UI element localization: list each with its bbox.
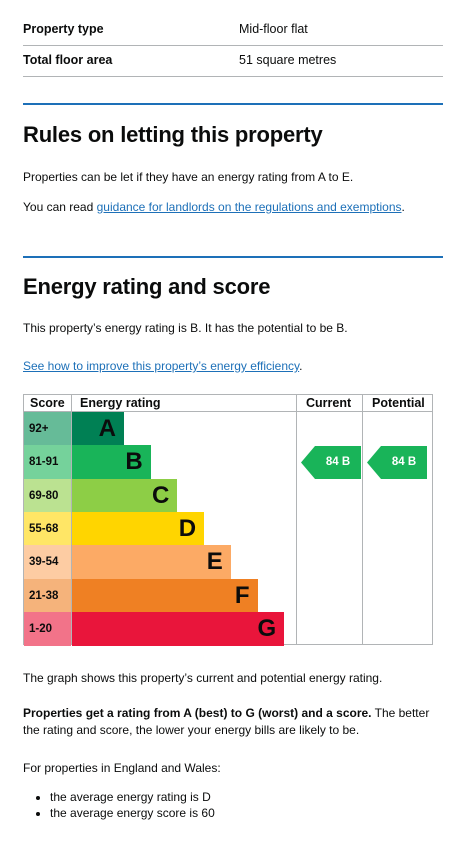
score-header: Score	[30, 396, 65, 410]
letting-heading: Rules on letting this property	[23, 122, 323, 147]
band-bar-a: A	[72, 412, 124, 446]
potential-rating-arrow: 84 B	[367, 445, 427, 479]
column-divider	[362, 395, 363, 644]
band-bar-b: B	[72, 445, 151, 480]
band-bar-c: C	[72, 478, 178, 513]
list-item: the average energy score is 60	[50, 805, 215, 821]
energy-rating-text: This property’s energy rating is B. It h…	[23, 321, 348, 335]
rating-scale-rest: The better the rating and score, the low…	[23, 706, 430, 737]
guidance-paragraph: You can read guidance for landlords on t…	[23, 198, 443, 216]
band-bar-g: G	[72, 611, 285, 646]
summary-label: Total floor area	[23, 53, 113, 67]
column-divider	[71, 395, 72, 644]
band-letter: G	[257, 614, 277, 642]
potential-rating-arrow-label: 84 B	[391, 455, 417, 468]
summary-value: 51 square metres	[239, 53, 337, 67]
band-bar-d: D	[72, 511, 205, 546]
band-score-g: 1-20	[24, 611, 71, 646]
band-letter: C	[152, 481, 170, 509]
averages-intro: For properties in England and Wales:	[23, 761, 221, 775]
band-letter: D	[178, 514, 197, 542]
band-bar-f: F	[72, 578, 258, 613]
guidance-link[interactable]: guidance for landlords on the regulation…	[96, 200, 402, 214]
band-score-d: 55-68	[24, 511, 71, 546]
energy-heading: Energy rating and score	[23, 274, 271, 299]
band-score-a: 92+	[24, 412, 71, 446]
band-score-f: 21-38	[24, 578, 71, 613]
improve-link[interactable]: See how to improve this property’s energ…	[23, 359, 300, 373]
column-divider	[296, 395, 297, 644]
summary-label: Property type	[23, 22, 104, 36]
improve-suffix: .	[299, 359, 303, 373]
band-score-e: 39-54	[24, 545, 71, 580]
energy-rating-header: Energy rating	[80, 396, 161, 410]
list-item: the average energy rating is D	[50, 789, 215, 805]
current-rating-arrow-label: 84 B	[325, 455, 351, 468]
band-letter: B	[125, 448, 143, 476]
current-header: Current	[306, 396, 352, 410]
potential-header: Potential	[372, 396, 425, 410]
current-rating-arrow: 84 B	[301, 445, 361, 479]
averages-list: the average energy rating is D the avera…	[23, 789, 215, 821]
improve-paragraph: See how to improve this property’s energ…	[23, 357, 443, 375]
header-divider	[24, 411, 432, 412]
energy-rating-chart: Score Energy rating Current Potential 92…	[23, 394, 433, 646]
band-letter: E	[206, 548, 223, 576]
letting-paragraph: Properties can be let if they have an en…	[23, 170, 354, 184]
rating-scale-paragraph: Properties get a rating from A (best) to…	[23, 705, 443, 739]
guidance-prefix: You can read	[23, 200, 97, 214]
band-score-b: 81-91	[24, 445, 71, 480]
summary-value: Mid-floor flat	[239, 22, 308, 36]
graph-caption: The graph shows this property’s current …	[23, 671, 383, 685]
section-divider	[23, 256, 443, 258]
summary-row-property-type: Property type Mid-floor flat	[23, 14, 443, 46]
guidance-suffix: .	[401, 200, 405, 214]
band-bar-e: E	[72, 545, 231, 580]
band-score-c: 69-80	[24, 478, 71, 513]
summary-row-floor-area: Total floor area 51 square metres	[23, 45, 443, 77]
band-letter: F	[234, 581, 250, 609]
band-letter: A	[98, 415, 116, 442]
section-divider	[23, 103, 443, 105]
rating-scale-bold: Properties get a rating from A (best) to…	[23, 706, 372, 720]
